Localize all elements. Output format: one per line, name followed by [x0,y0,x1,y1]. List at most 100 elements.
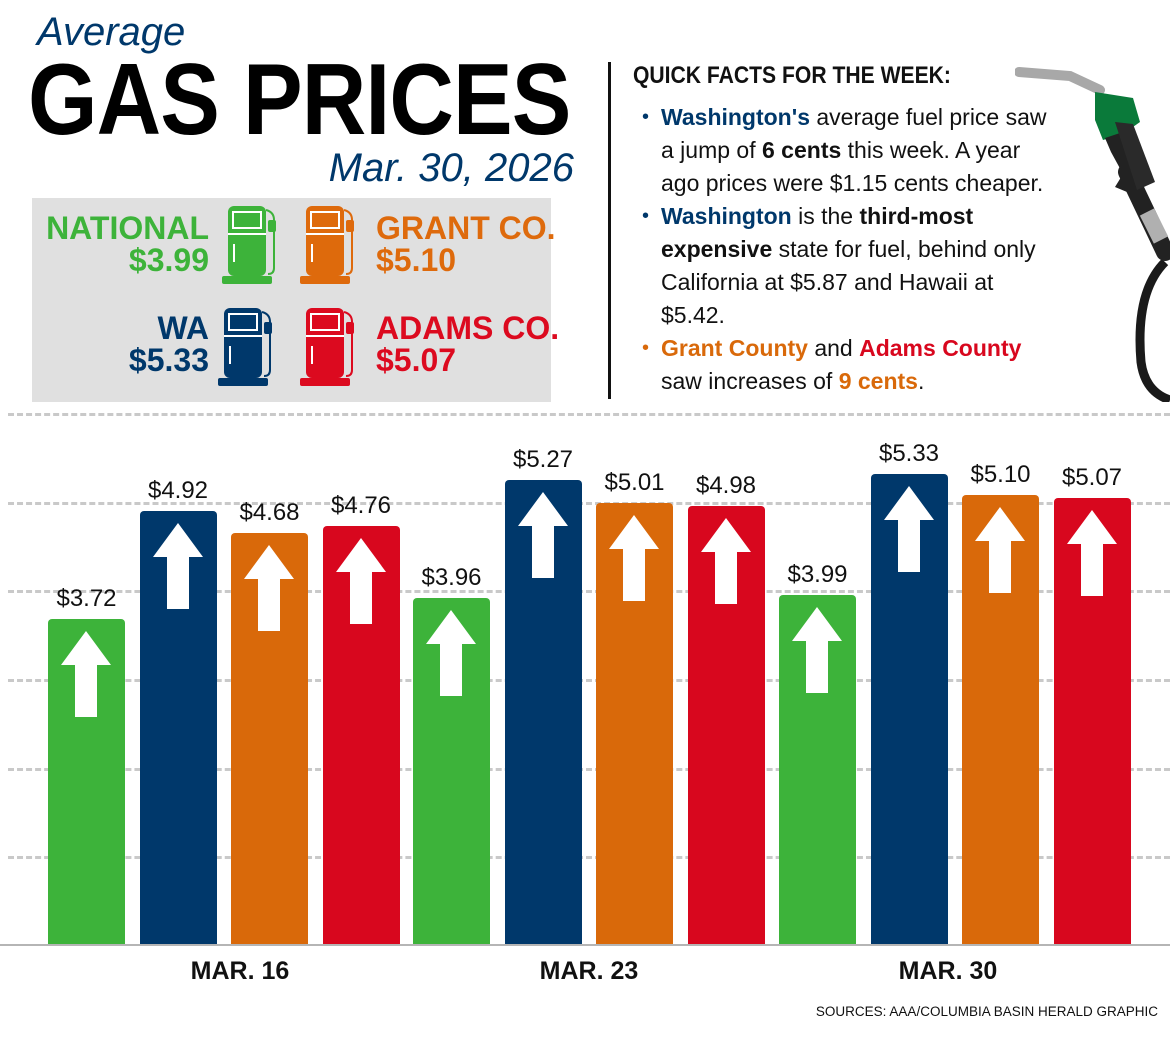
fact-line: California at $5.87 and Hawaii at [661,266,1047,299]
grant-value: $5.10 [376,242,457,278]
source-credit: SOURCES: AAA/COLUMBIA BASIN HERALD GRAPH… [815,1004,1158,1019]
fact-text: is the [791,203,860,229]
gas-pump-icon [299,306,356,393]
up-arrow-icon [61,631,111,718]
wa-price: WA $5.33 [129,312,209,376]
fact-line: saw increases of 9 cents. [661,365,1047,398]
adams-label: ADAMS CO. [376,310,560,346]
value-label: $3.99 [787,560,848,588]
fact-text: . [917,368,925,394]
fact-line: expensive state for fuel, behind only [661,233,1047,266]
fact-text: average fuel price saw [810,104,1047,130]
national-label: NATIONAL [46,210,209,246]
fact-text: 9 cents [838,368,918,394]
gas-pump-icon [221,204,278,291]
gridline [8,590,1170,593]
gridline [8,502,1170,505]
x-tick-label: MAR. 30 [898,957,998,985]
gas-pump-icon [217,306,274,393]
bar-grant-co--1 [596,503,673,945]
value-label: $3.96 [421,563,482,591]
up-arrow-icon [700,517,751,604]
adams-value: $5.07 [376,342,457,378]
fact-line: a jump of 6 cents this week. A year [661,134,1047,167]
grant-price: GRANT CO. $5.10 [376,212,556,276]
fact-text: 6 cents [762,137,842,163]
fact-text: state for fuel, behind only [772,236,1036,262]
value-label: $4.76 [330,491,392,519]
fact-text: $5.42. [661,302,725,328]
title-kicker: Average [37,10,186,54]
gridline [8,679,1170,682]
fact-text: Adams County [859,335,1022,361]
value-label: $4.68 [239,498,300,526]
fact-text: saw increases of [661,368,839,394]
page-title: GAS PRICES [28,44,571,156]
value-label: $5.27 [512,445,574,473]
bar-adams-co--2 [1053,497,1131,945]
fact-text: Grant County [661,335,808,361]
fact-line: • Grant County and Adams County [642,332,1047,365]
fact-line: • Washington is the third-most [642,200,1047,233]
value-label: $4.98 [695,471,757,499]
date-label: Mar. 30, 2026 [328,146,574,190]
fact-text: third-most [859,203,974,229]
up-arrow-icon [152,523,203,610]
up-arrow-icon [517,491,568,578]
fact-text: Washington [661,203,792,229]
up-arrow-icon [792,606,842,693]
fact-text: and [807,335,860,361]
wa-label: WA [157,310,209,346]
gas-pump-icon [299,204,356,291]
fuel-nozzle-icon [1015,67,1170,402]
gridline [8,413,1170,416]
x-tick-label: MAR. 23 [539,957,639,985]
fact-line: • Washington's average fuel price saw [642,101,1047,134]
gridline [8,856,1170,859]
fact-text: ago prices were $1.15 cents cheaper. [661,170,1044,196]
x-tick-label: MAR. 16 [190,957,290,985]
bullet-icon: • [642,205,650,227]
bar-wa-2 [870,474,948,945]
bar-grant-co--2 [962,495,1039,945]
up-arrow-icon [975,507,1025,593]
national-price: NATIONAL $3.99 [46,212,209,276]
divider [608,62,611,399]
fact-text: California at $5.87 and Hawaii at [661,269,994,295]
value-label: $4.92 [147,477,209,505]
bar-adams-co--1 [687,505,765,945]
wa-value: $5.33 [128,342,209,378]
up-arrow-icon [609,515,659,602]
fact-text: expensive [661,236,773,262]
bar-adams-co--0 [322,525,400,945]
up-arrow-icon [426,609,476,696]
value-label: $5.33 [878,440,940,468]
bar-national-2 [779,594,856,945]
fact-text: a jump of [661,137,762,163]
fact-line: $5.42. [661,299,1047,332]
value-label: $5.01 [604,469,665,497]
fact-line: ago prices were $1.15 cents cheaper. [661,167,1047,200]
bullet-icon: • [642,106,650,128]
bar-national-0 [48,619,125,945]
value-label: $5.07 [1061,463,1123,491]
adams-price: ADAMS CO. $5.07 [376,312,559,376]
up-arrow-icon [1066,509,1117,596]
x-axis-baseline [0,944,1170,946]
fact-text: Washington's [661,104,810,130]
national-value: $3.99 [128,242,209,278]
bar-wa-0 [139,511,217,945]
up-arrow-icon [883,486,934,573]
quick-facts-list: • Washington's average fuel price saw a ju… [642,101,1047,398]
bar-national-1 [413,597,490,945]
up-arrow-icon [244,544,294,631]
fact-text: this week. A year [841,137,1021,163]
bullet-icon: • [642,337,650,359]
value-label: $3.72 [56,585,117,613]
gridline [8,768,1170,771]
up-arrow-icon [335,537,386,624]
quick-facts-title: QUICK FACTS FOR THE WEEK: [633,62,951,89]
grant-label: GRANT CO. [376,210,556,246]
bar-grant-co--0 [231,532,308,945]
bar-wa-1 [504,479,582,945]
